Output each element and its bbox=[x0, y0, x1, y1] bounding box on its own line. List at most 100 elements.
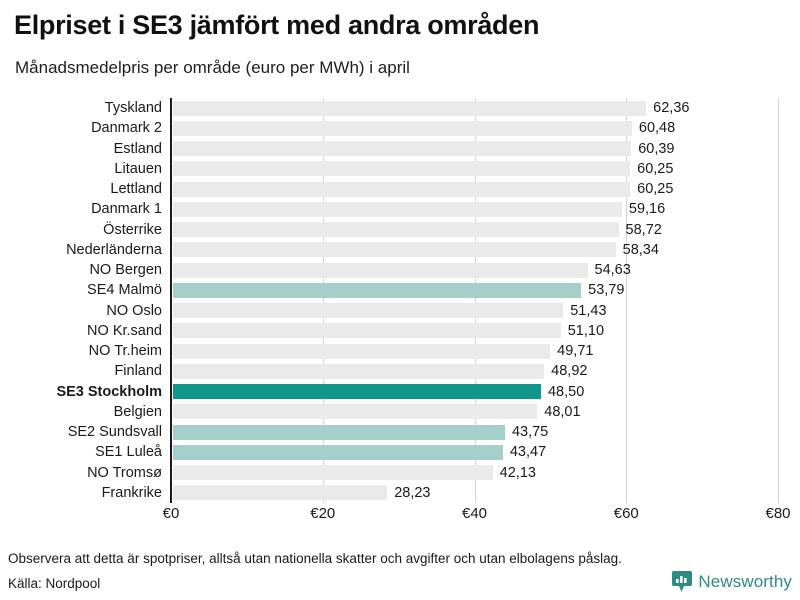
bar[interactable] bbox=[173, 141, 632, 157]
gridline-1 bbox=[322, 98, 324, 503]
bar-value-label: 58,34 bbox=[622, 241, 659, 258]
bar-category-label: SE2 Sundsvall bbox=[67, 424, 162, 440]
bar-row[interactable]: NO Bergen 54,63 bbox=[0, 260, 800, 280]
bar[interactable] bbox=[173, 120, 632, 136]
bar-row[interactable]: Estland 60,39 bbox=[0, 139, 800, 159]
bar-category-label: NO Kr.sand bbox=[87, 322, 162, 339]
bar-value-label: 62,36 bbox=[653, 100, 690, 116]
bar[interactable] bbox=[173, 201, 622, 217]
x-tick-label: €40 bbox=[461, 505, 488, 522]
bar[interactable] bbox=[173, 465, 493, 481]
bar[interactable] bbox=[173, 485, 388, 501]
x-tick-label: €0 bbox=[162, 505, 180, 522]
gridline-2 bbox=[474, 98, 476, 503]
bar-value-label: 51,10 bbox=[567, 322, 605, 339]
bar[interactable] bbox=[173, 444, 503, 460]
bar-row[interactable]: NO Tr.heim 49,71 bbox=[0, 341, 800, 361]
source-label: Källa: Nordpool bbox=[8, 576, 101, 591]
bar[interactable] bbox=[173, 262, 588, 278]
bar-value-label: 60,25 bbox=[637, 181, 674, 197]
bar[interactable] bbox=[173, 222, 619, 238]
bar-row[interactable]: Österrike 58,72 bbox=[0, 220, 800, 240]
bar-row[interactable]: SE3 Stockholm 48,50 bbox=[0, 382, 800, 402]
bar-value-label: 58,72 bbox=[625, 221, 662, 238]
gridline-3 bbox=[626, 98, 628, 503]
bar-value-label: 59,16 bbox=[628, 201, 666, 218]
bar-value-label: 53,79 bbox=[588, 282, 625, 299]
bar-category-label: Österrike bbox=[103, 221, 162, 238]
bar-value-label: 28,23 bbox=[394, 484, 431, 501]
bar-value-label: 48,92 bbox=[551, 363, 588, 380]
bar-category-label: Danmark 1 bbox=[91, 201, 162, 218]
bar-category-label: Frankrike bbox=[101, 484, 162, 501]
bar-category-label: Litauen bbox=[114, 160, 162, 177]
bar-row[interactable]: Danmark 2 60,48 bbox=[0, 118, 800, 138]
bar-value-label: 60,25 bbox=[637, 160, 674, 177]
page-subtitle: Månadsmedelpris per område (euro per MWh… bbox=[15, 58, 410, 77]
chart-rows: Tyskland 62,36 Danmark 2 60,48 Estland 60,39 L… bbox=[0, 98, 800, 503]
bar-row[interactable]: NO Tromsø 42,13 bbox=[0, 463, 800, 483]
bar[interactable] bbox=[173, 343, 551, 359]
bar-value-label: 49,71 bbox=[557, 343, 594, 359]
bar-category-label: SE1 Luleå bbox=[95, 444, 162, 461]
bar-category-label: NO Oslo bbox=[106, 302, 162, 319]
page-title: Elpriset i SE3 jämfört med andra områden bbox=[14, 10, 540, 40]
bar-value-label: 48,50 bbox=[547, 383, 585, 400]
bar-value-label: 42,13 bbox=[499, 464, 536, 481]
bar-category-label: Belgien bbox=[113, 403, 162, 420]
bar-row[interactable]: SE1 Luleå 43,47 bbox=[0, 442, 800, 462]
bar-row[interactable]: Frankrike 28,23 bbox=[0, 483, 800, 503]
bar-value-label: 60,39 bbox=[638, 140, 675, 157]
bar-row[interactable]: NO Kr.sand 51,10 bbox=[0, 321, 800, 341]
x-tick-label: €80 bbox=[765, 505, 791, 522]
bar[interactable] bbox=[173, 242, 616, 258]
bar-category-label: SE4 Malmö bbox=[87, 282, 162, 299]
bar-value-label: 48,01 bbox=[544, 403, 581, 420]
bar-chart-pin-icon bbox=[672, 570, 693, 594]
bar-category-label: NO Tromsø bbox=[87, 464, 162, 481]
bar-row[interactable]: Danmark 1 59,16 bbox=[0, 199, 800, 219]
bar-category-label: Tyskland bbox=[104, 100, 162, 116]
bar-row[interactable]: Litauen 60,25 bbox=[0, 159, 800, 179]
bar-value-label: 51,43 bbox=[570, 302, 607, 319]
footnote: Observera att detta är spotpriser, allts… bbox=[8, 551, 622, 566]
gridline-4 bbox=[778, 98, 779, 503]
bar-category-label: Lettland bbox=[110, 181, 162, 197]
bar-row[interactable]: Tyskland 62,36 bbox=[0, 98, 800, 118]
bar-category-label: SE3 Stockholm bbox=[56, 383, 162, 400]
bar-row[interactable]: SE4 Malmö 53,79 bbox=[0, 280, 800, 300]
logo-wordmark: Newsworthy bbox=[698, 572, 792, 591]
bar-value-label: 54,63 bbox=[594, 262, 631, 278]
bar[interactable] bbox=[173, 424, 505, 440]
bar[interactable] bbox=[173, 323, 561, 339]
bar[interactable] bbox=[173, 282, 582, 298]
bar-chart: Tyskland 62,36 Danmark 2 60,48 Estland 60,39 L… bbox=[0, 92, 800, 540]
bar-value-label: 43,47 bbox=[509, 444, 547, 461]
bar-row[interactable]: Nederländerna 58,34 bbox=[0, 240, 800, 260]
bar-row[interactable]: SE2 Sundsvall 43,75 bbox=[0, 422, 800, 442]
bar-category-label: Danmark 2 bbox=[91, 120, 162, 137]
bar[interactable] bbox=[173, 181, 631, 197]
bar-category-label: Nederländerna bbox=[66, 241, 162, 258]
bar-value-label: 60,48 bbox=[638, 120, 676, 137]
bar[interactable] bbox=[173, 161, 631, 177]
newsworthy-logo[interactable]: Newsworthy bbox=[672, 570, 792, 594]
bar[interactable] bbox=[173, 404, 538, 420]
bar[interactable] bbox=[173, 363, 545, 379]
bar-value-label: 43,75 bbox=[511, 424, 549, 440]
bar[interactable] bbox=[173, 303, 564, 319]
bar[interactable] bbox=[173, 100, 647, 116]
bar-row[interactable]: Finland 48,92 bbox=[0, 361, 800, 381]
bar-category-label: NO Tr.heim bbox=[88, 343, 162, 359]
bar-category-label: NO Bergen bbox=[89, 262, 162, 278]
bar-category-label: Finland bbox=[114, 363, 162, 380]
bar[interactable] bbox=[173, 384, 541, 400]
bar-row[interactable]: Belgien 48,01 bbox=[0, 402, 800, 422]
x-tick-label: €20 bbox=[310, 505, 336, 522]
bar-row[interactable]: Lettland 60,25 bbox=[0, 179, 800, 199]
bar-row[interactable]: NO Oslo 51,43 bbox=[0, 301, 800, 321]
zero-axis-line bbox=[170, 98, 172, 503]
bar-category-label: Estland bbox=[113, 140, 162, 157]
x-tick-label: €60 bbox=[613, 505, 639, 522]
